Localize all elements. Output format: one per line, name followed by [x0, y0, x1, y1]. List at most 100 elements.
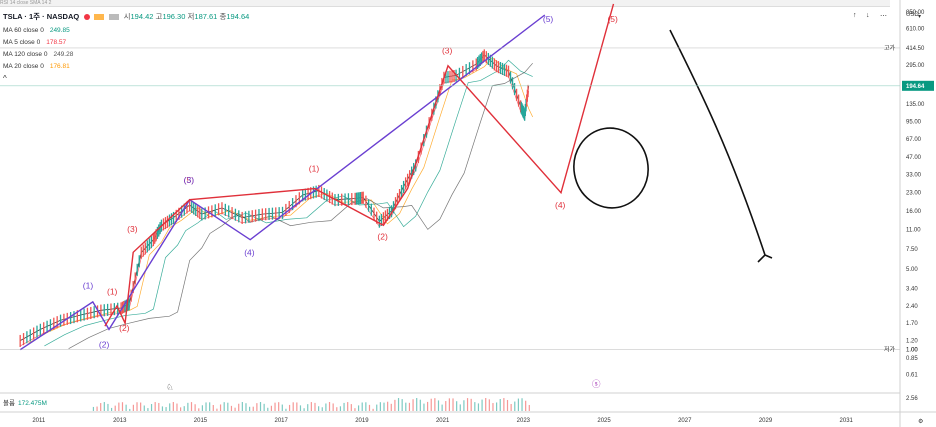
volume-bar: [387, 401, 389, 411]
settings-icon: ⚙: [918, 418, 923, 425]
price-series: [19, 49, 530, 348]
price-tick-label: 1.20: [906, 339, 918, 345]
volume-bar: [249, 406, 251, 411]
time-tick-label: 2021: [436, 418, 450, 424]
volume-bar: [136, 402, 138, 411]
wave-label: (2): [377, 232, 388, 242]
wave-label: (5): [184, 175, 195, 185]
price-tick-label: 0.85: [906, 356, 918, 362]
price-line: [20, 54, 530, 341]
volume-bar: [238, 403, 240, 411]
volume-bar: [274, 402, 276, 411]
volume-bar: [183, 406, 185, 411]
price-tick-label: 11.00: [906, 228, 921, 234]
top-indicator-strip: RSI 14 close SMA 14 2: [0, 0, 890, 7]
price-tick-label: 414.50: [906, 46, 925, 52]
drawn-down-arrow: [669, 29, 773, 263]
price-tick-label: 1.70: [906, 321, 918, 327]
dinosaur-icon: ♘: [166, 382, 174, 392]
volume-bar: [278, 402, 280, 411]
currency-selector[interactable]: USD: [906, 12, 919, 18]
ma-label: MA 120 close 0: [3, 51, 48, 58]
volume-bar: [292, 402, 294, 411]
volume-bar: [437, 400, 440, 411]
volume-bar: [376, 404, 378, 411]
ma-legend-3[interactable]: MA 20 close 0 176.81: [3, 63, 70, 70]
ma-value: 249.85: [49, 27, 70, 34]
volume-bar: [223, 402, 225, 411]
volume-bar: [336, 407, 338, 411]
price-tick-label: 850.00: [906, 10, 925, 16]
time-tick-label: 2029: [759, 418, 773, 424]
ma-line: [28, 57, 534, 344]
volume-bar: [488, 399, 490, 411]
volume-bar: [176, 403, 178, 411]
time-tick-label: 2031: [840, 418, 854, 424]
volume-bar: [521, 398, 523, 411]
volume-bar: [216, 408, 218, 411]
volume-bar: [234, 407, 236, 411]
wave-label: (5): [543, 14, 554, 24]
volume-bar: [256, 403, 258, 411]
indicator-strip-text: RSI 14 close SMA 14 2: [0, 0, 52, 6]
price-tick-label: 135.00: [906, 102, 925, 108]
close-value: 194.64: [226, 12, 250, 21]
wave-label: (5): [607, 14, 618, 24]
volume-bar: [118, 402, 120, 411]
ma-legend-0[interactable]: MA 60 close 0 249.85: [3, 27, 70, 34]
wave-label: (4): [555, 200, 566, 210]
open-value: 194.42: [130, 12, 154, 21]
price-tick-label: 16.00: [906, 209, 922, 215]
volume-bar: [365, 402, 367, 411]
price-tick-label: 194.64: [906, 84, 925, 90]
volume-legend[interactable]: 볼륨 172.475M: [3, 397, 47, 407]
volume-bar: [190, 402, 193, 411]
volume-bar: [368, 404, 371, 411]
collapse-legend-button[interactable]: ^: [3, 74, 7, 83]
ma-legend-2[interactable]: MA 120 close 0 249.28: [3, 51, 73, 58]
volume-bar: [103, 402, 105, 411]
wave-label: (3): [442, 46, 453, 56]
volume-bar: [485, 398, 487, 411]
symbol-header: TSLA · 1주 · NASDAQ 시194.42 고196.30 저187.…: [3, 11, 249, 22]
volume-bar: [121, 402, 124, 411]
last-price-tag: [902, 80, 934, 91]
volume-bar: [307, 404, 309, 411]
volume-bar: [212, 405, 214, 411]
volume-bar: [423, 403, 425, 411]
volume-bar: [347, 402, 349, 411]
time-tick-label: 2015: [194, 418, 208, 424]
arrow-down-icon[interactable]: ↓: [866, 12, 870, 19]
time-tick-label: 2023: [517, 418, 531, 424]
ma-line: [20, 59, 530, 347]
chevron-down-icon[interactable]: ▾: [918, 14, 922, 20]
volume-bar: [205, 402, 207, 411]
volume-bar: [303, 408, 305, 411]
volume-bar: [263, 403, 265, 411]
time-axis[interactable]: 2011 2013 2015 2017 2019 2021 2023 2025 2027 2029…: [0, 416, 923, 425]
volume-bar: [405, 402, 407, 411]
high-tag: 고가: [884, 44, 896, 52]
volume-bar: [187, 402, 189, 411]
price-tick-label: 295.00: [906, 63, 925, 69]
volume-bar: [107, 403, 109, 411]
volume-bar: [245, 403, 247, 411]
volume-bar: [321, 407, 323, 411]
volume-bar: [434, 398, 436, 411]
volume-bar: [452, 398, 454, 411]
price-tick-label: 47.00: [906, 155, 922, 161]
price-tick-label: 610.00: [906, 27, 925, 33]
volume-bar: [470, 398, 472, 411]
open-label: 시: [123, 12, 131, 21]
volume-bar: [408, 402, 411, 411]
high-value: 196.30: [162, 12, 186, 21]
volume-bar: [241, 402, 243, 411]
arrow-up-icon[interactable]: ↑: [853, 12, 857, 19]
more-icon[interactable]: ⋯: [880, 13, 887, 20]
volume-bar: [270, 405, 273, 411]
volume-bar: [383, 402, 385, 411]
time-tick-label: 2025: [597, 418, 611, 424]
ma-legend-1[interactable]: MA 5 close 0 178.57: [3, 39, 66, 46]
